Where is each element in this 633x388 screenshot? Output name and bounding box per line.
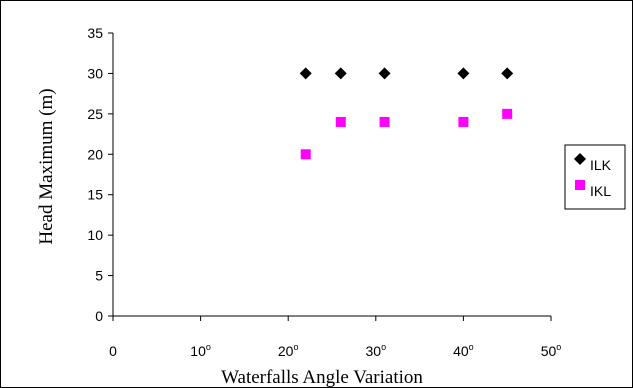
data-point-ikl	[458, 116, 469, 127]
y-tick-label: 5	[95, 268, 103, 284]
tick-labels: 0 5 10 15 20 25 30 35 0 10o 20o 30o 40o 50o	[87, 25, 561, 359]
y-tick-label: 35	[87, 25, 103, 41]
y-axis-title: Head Maximum (m)	[36, 88, 57, 244]
x-tick-label: 40o	[453, 342, 474, 359]
legend-label-ikl: IKL	[590, 183, 611, 199]
legend-label-ilk: ILK	[590, 157, 612, 173]
legend-box	[564, 144, 626, 210]
data-point-ilk	[501, 67, 514, 80]
x-tick-label: 10o	[190, 342, 211, 359]
data-point-ilk	[299, 67, 312, 80]
y-tick-label: 20	[87, 146, 103, 162]
y-tick-label: 0	[95, 308, 103, 324]
legend: ILK IKL	[564, 144, 626, 210]
legend-marker-ikl	[575, 180, 585, 190]
y-tick-label: 30	[87, 65, 103, 81]
data-points	[299, 67, 514, 160]
data-point-ikl	[502, 108, 513, 119]
data-point-ilk	[378, 67, 391, 80]
x-tick-label: 0	[109, 343, 117, 359]
data-point-ilk	[334, 67, 347, 80]
x-axis-title: Waterfalls Angle Variation	[221, 367, 423, 388]
y-tick-label: 25	[87, 106, 103, 122]
y-tick-label: 10	[87, 227, 103, 243]
x-tick-label: 30o	[366, 342, 387, 359]
y-tick-label: 15	[87, 187, 103, 203]
x-tick-label: 50o	[541, 342, 562, 359]
data-point-ikl	[379, 116, 390, 127]
legend-marker-ilk	[574, 153, 586, 165]
x-tick-label: 20o	[278, 342, 299, 359]
data-point-ikl	[335, 116, 346, 127]
axes	[108, 32, 552, 321]
data-point-ilk	[457, 67, 470, 80]
data-point-ikl	[300, 149, 311, 160]
